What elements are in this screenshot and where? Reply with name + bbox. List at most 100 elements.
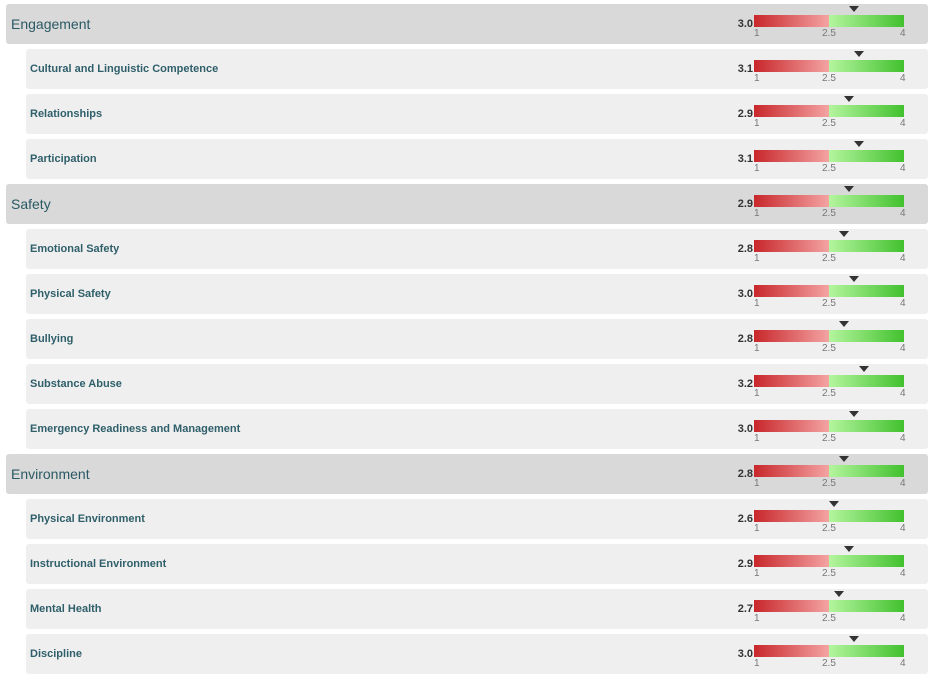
gauge-low-range: [754, 465, 829, 477]
gauge-high-range: [829, 150, 904, 162]
category-row-safety[interactable]: Safety 2.9 1 2.5 4: [6, 184, 928, 224]
tick-max-label: 4: [900, 433, 906, 444]
score-gauge: 1 2.5 4: [754, 141, 906, 175]
gauge-marker-icon: [844, 186, 854, 192]
subcategory-row-relationships[interactable]: Relationships 2.9 1 2.5 4: [26, 94, 928, 134]
gauge-marker-icon: [834, 591, 844, 597]
score-value: 2.9: [737, 558, 753, 570]
subcategory-label: Emotional Safety: [30, 243, 120, 255]
tick-mid-label: 2.5: [822, 388, 836, 399]
tick-min-label: 1: [754, 118, 760, 129]
tick-min-label: 1: [754, 613, 760, 624]
tick-min-label: 1: [754, 658, 760, 669]
gauge-low-range: [754, 60, 829, 72]
tick-mid-label: 2.5: [822, 568, 836, 579]
gauge-marker-icon: [849, 6, 859, 12]
gauge-high-range: [829, 555, 904, 567]
gauge-low-range: [754, 510, 829, 522]
tick-mid-label: 2.5: [822, 118, 836, 129]
subcategory-label: Physical Safety: [30, 288, 111, 300]
subcategory-row-emergency-readiness-and-management[interactable]: Emergency Readiness and Management 3.0 1 2.…: [26, 409, 928, 449]
tick-min-label: 1: [754, 523, 760, 534]
tick-min-label: 1: [754, 478, 760, 489]
gauge-high-range: [829, 60, 904, 72]
score-gauge: 1 2.5 4: [754, 276, 906, 310]
gauge-marker-icon: [849, 636, 859, 642]
subcategory-row-physical-safety[interactable]: Physical Safety 3.0 1 2.5 4: [26, 274, 928, 314]
subcategory-row-bullying[interactable]: Bullying 2.8 1 2.5 4: [26, 319, 928, 359]
score-gauge: 1 2.5 4: [754, 321, 906, 355]
score-value: 3.2: [737, 378, 753, 390]
tick-max-label: 4: [900, 613, 906, 624]
tick-min-label: 1: [754, 208, 760, 219]
tick-mid-label: 2.5: [822, 478, 836, 489]
subcategory-row-substance-abuse[interactable]: Substance Abuse 3.2 1 2.5 4: [26, 364, 928, 404]
gauge-low-range: [754, 555, 829, 567]
score-value: 2.9: [737, 108, 753, 120]
gauge-marker-icon: [844, 546, 854, 552]
subcategory-label: Instructional Environment: [30, 558, 167, 570]
score-gauge: 1 2.5 4: [754, 186, 906, 220]
score-value: 2.8: [737, 333, 753, 345]
tick-mid-label: 2.5: [822, 163, 836, 174]
gauge-marker-icon: [844, 96, 854, 102]
gauge-high-range: [829, 645, 904, 657]
tick-max-label: 4: [900, 28, 906, 39]
gauge-high-range: [829, 240, 904, 252]
tick-mid-label: 2.5: [822, 343, 836, 354]
tick-max-label: 4: [900, 253, 906, 264]
tick-min-label: 1: [754, 28, 760, 39]
gauge-low-range: [754, 285, 829, 297]
gauge-low-range: [754, 15, 829, 27]
score-gauge: 1 2.5 4: [754, 96, 906, 130]
gauge-marker-icon: [829, 501, 839, 507]
tick-min-label: 1: [754, 253, 760, 264]
gauge-high-range: [829, 15, 904, 27]
category-label: Engagement: [11, 16, 91, 32]
tick-min-label: 1: [754, 433, 760, 444]
subcategory-row-physical-environment[interactable]: Physical Environment 2.6 1 2.5 4: [26, 499, 928, 539]
tick-max-label: 4: [900, 388, 906, 399]
subcategory-row-cultural-and-linguistic-competence[interactable]: Cultural and Linguistic Competence 3.1 1 2.…: [26, 49, 928, 89]
score-gauge: 1 2.5 4: [754, 411, 906, 445]
tick-max-label: 4: [900, 568, 906, 579]
gauge-marker-icon: [854, 51, 864, 57]
tick-mid-label: 2.5: [822, 253, 836, 264]
gauge-low-range: [754, 645, 829, 657]
gauge-low-range: [754, 375, 829, 387]
category-row-environment[interactable]: Environment 2.8 1 2.5 4: [6, 454, 928, 494]
tick-min-label: 1: [754, 298, 760, 309]
score-value: 2.8: [737, 243, 753, 255]
subcategory-row-emotional-safety[interactable]: Emotional Safety 2.8 1 2.5 4: [26, 229, 928, 269]
subcategory-label: Participation: [30, 153, 97, 165]
gauge-marker-icon: [839, 321, 849, 327]
gauge-marker-icon: [849, 411, 859, 417]
score-value: 3.1: [737, 153, 753, 165]
gauge-high-range: [829, 105, 904, 117]
tick-max-label: 4: [900, 523, 906, 534]
subcategory-row-instructional-environment[interactable]: Instructional Environment 2.9 1 2.5 4: [26, 544, 928, 584]
subcategory-row-mental-health[interactable]: Mental Health 2.7 1 2.5 4: [26, 589, 928, 629]
gauge-low-range: [754, 330, 829, 342]
tick-max-label: 4: [900, 298, 906, 309]
gauge-low-range: [754, 240, 829, 252]
subcategory-row-discipline[interactable]: Discipline 3.0 1 2.5 4: [26, 634, 928, 674]
tick-mid-label: 2.5: [822, 28, 836, 39]
gauge-high-range: [829, 510, 904, 522]
subcategory-row-participation[interactable]: Participation 3.1 1 2.5 4: [26, 139, 928, 179]
tick-mid-label: 2.5: [822, 298, 836, 309]
subcategory-label: Substance Abuse: [30, 378, 122, 390]
score-gauge: 1 2.5 4: [754, 546, 906, 580]
tick-min-label: 1: [754, 73, 760, 84]
tick-mid-label: 2.5: [822, 73, 836, 84]
subcategory-label: Relationships: [30, 108, 103, 120]
subcategory-label: Bullying: [30, 333, 74, 345]
gauge-marker-icon: [859, 366, 869, 372]
tick-min-label: 1: [754, 388, 760, 399]
gauge-marker-icon: [839, 456, 849, 462]
score-value: 3.0: [737, 288, 753, 300]
tick-mid-label: 2.5: [822, 523, 836, 534]
score-gauge: 1 2.5 4: [754, 366, 906, 400]
category-row-engagement[interactable]: Engagement 3.0 1 2.5 4: [6, 4, 928, 44]
